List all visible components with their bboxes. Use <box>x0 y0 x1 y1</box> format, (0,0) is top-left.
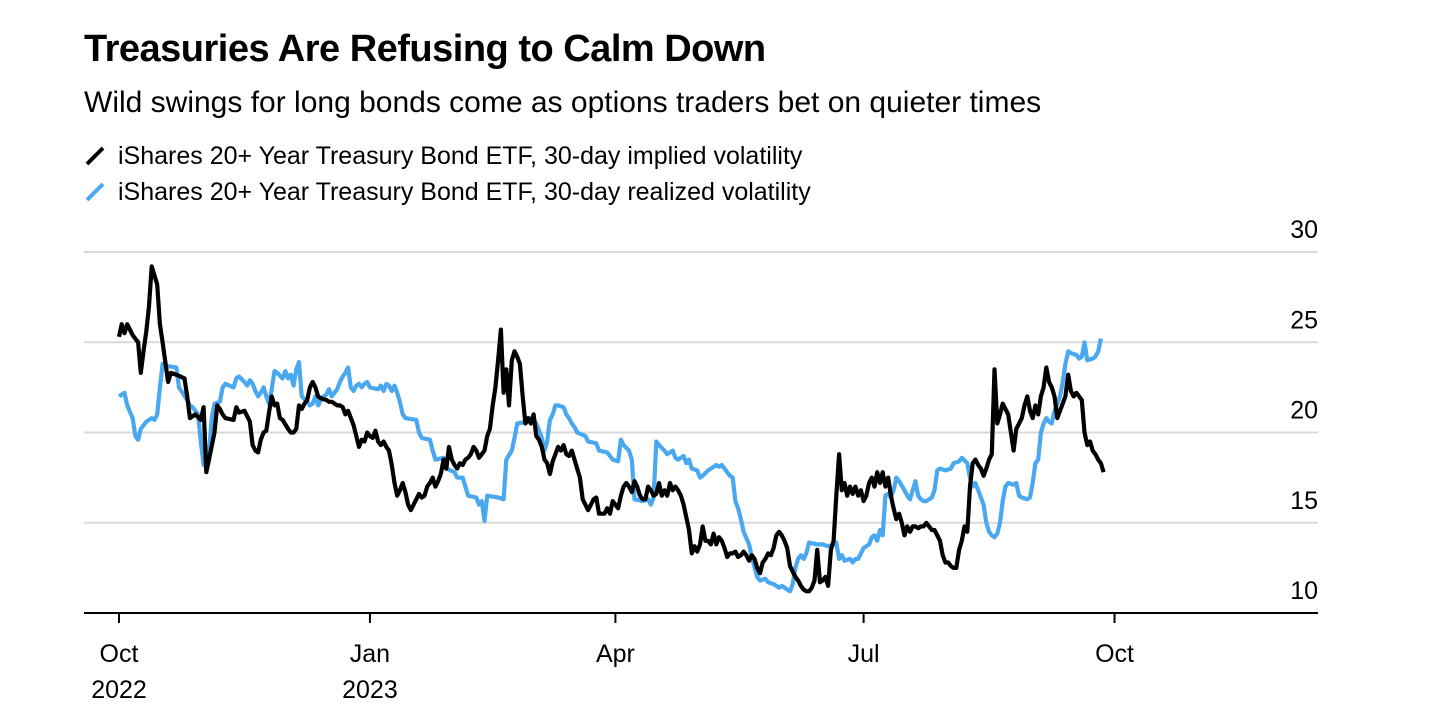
x-tick-sublabel-1: 2023 <box>342 676 398 704</box>
series-line-implied <box>116 264 1106 594</box>
x-tick-label-1: Jan <box>350 640 390 668</box>
legend-label-realized: iShares 20+ Year Treasury Bond ETF, 30-d… <box>118 177 811 206</box>
chart-title: Treasuries Are Refusing to Calm Down <box>84 28 766 70</box>
x-tick-label-3: Jul <box>848 640 880 668</box>
legend: iShares 20+ Year Treasury Bond ETF, 30-d… <box>84 138 811 210</box>
legend-swatch-realized-icon <box>85 182 105 202</box>
legend-label-implied: iShares 20+ Year Treasury Bond ETF, 30-d… <box>118 141 803 170</box>
x-tick-sublabel-0: 2022 <box>91 676 147 704</box>
x-tick-label-0: Oct <box>100 640 139 668</box>
y-tick-label-25: 25 <box>1290 306 1318 334</box>
legend-swatch-implied-icon <box>85 146 105 166</box>
y-tick-label-20: 20 <box>1290 397 1318 425</box>
chart-subtitle: Wild swings for long bonds come as optio… <box>84 86 1042 119</box>
legend-item-implied: iShares 20+ Year Treasury Bond ETF, 30-d… <box>84 138 811 174</box>
series-line-realized <box>117 338 1103 594</box>
y-tick-label-15: 15 <box>1290 487 1318 515</box>
legend-item-realized: iShares 20+ Year Treasury Bond ETF, 30-d… <box>84 174 811 210</box>
x-tick-label-4: Oct <box>1095 640 1134 668</box>
x-tick-label-2: Apr <box>596 640 635 668</box>
y-tick-label-10: 10 <box>1290 577 1318 605</box>
y-tick-label-30: 30 <box>1290 216 1318 244</box>
